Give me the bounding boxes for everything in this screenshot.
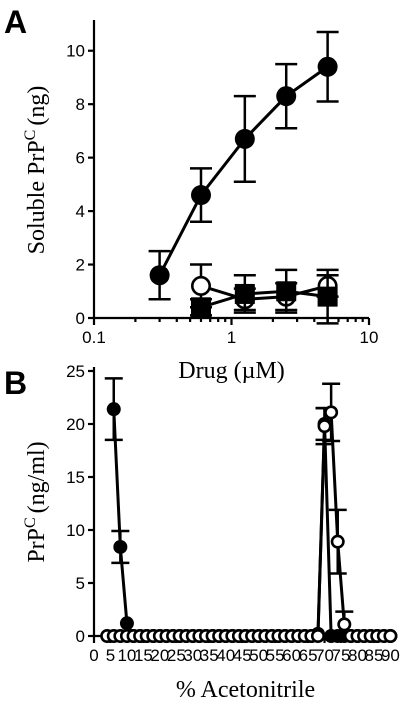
x-tick-label: 15 [134,646,153,665]
x-tick-label: 55 [266,646,285,665]
x-tick-label: 75 [332,646,351,665]
y-axis-label-main: Soluble PrP [24,140,50,254]
x-tick-label: 50 [249,646,268,665]
panel-a-letter: A [4,4,27,40]
x-tick-label: 40 [216,646,235,665]
y-axis-label: PrPC (ng/ml) [22,441,50,562]
y-axis-label: Soluble PrPC (ng) [22,86,50,255]
y-tick-label: 8 [76,95,85,114]
data-point [317,56,338,77]
data-point [106,402,121,417]
x-tick-label: 1 [227,328,236,347]
data-point [317,419,332,434]
x-tick-label: 0.1 [82,328,106,347]
x-tick-label: 25 [167,646,186,665]
series-line [200,284,328,301]
x-tick-label: 60 [282,646,301,665]
data-point [190,297,211,318]
x-tick-label: 65 [299,646,318,665]
y-tick-label: 15 [66,468,85,487]
y-tick-label: 6 [76,149,85,168]
y-tick-label: 0 [76,627,85,646]
y-axis-label-superscript: C [22,130,39,141]
x-tick-label: 70 [315,646,334,665]
x-tick-label: 5 [106,646,115,665]
x-tick-label: 85 [364,646,383,665]
data-point [276,86,297,107]
y-tick-label: 5 [76,574,85,593]
data-point [276,281,297,302]
series-line [107,411,391,638]
y-axis-label-superscript: C [22,517,39,528]
x-axis-label: % Acetonitrile [176,677,315,703]
y-axis-label-unit: (ng/ml) [24,441,50,513]
data-point [310,628,325,643]
series-filled-square [189,268,339,325]
series-filled-circle [148,30,339,301]
y-tick-label: 2 [76,256,85,275]
y-tick-label: 25 [66,362,85,381]
panel-a-chart: 0 2 4 6 8 10 0.1 1 10 Drug (µM) Soluble PrPC (ng) [22,20,378,384]
x-tick-label: 45 [233,646,252,665]
series-filled-circle [104,377,398,643]
data-point [190,185,211,206]
series-line [200,289,328,309]
data-point [149,265,170,286]
series-open-circle [100,382,398,643]
data-point [190,275,211,296]
x-tick-label: 80 [348,646,367,665]
x-tick-label: 0 [89,646,98,665]
x-tick-label: 10 [117,646,136,665]
data-point [337,617,352,632]
x-tick-label: 30 [183,646,202,665]
data-point [324,405,339,420]
y-tick-label: 4 [76,202,85,221]
x-axis-label: Drug (µM) [178,358,284,384]
y-tick-label: 10 [66,521,85,540]
data-point [234,128,255,149]
y-tick-label: 20 [66,415,85,434]
data-point [113,539,128,554]
panel-b-letter: B [4,365,27,401]
y-axis-label-unit: (ng) [24,86,50,126]
x-tick-label: 35 [200,646,219,665]
data-point [330,534,345,549]
data-point [234,283,255,304]
x-tick-label: 20 [150,646,169,665]
data-point [119,616,134,631]
y-tick-label: 10 [66,42,85,61]
x-tick-label: 90 [381,646,400,665]
y-tick-label: 0 [76,309,85,328]
y-axis-label-main: PrP [24,528,50,563]
x-tick-label: 10 [360,328,379,347]
data-point [383,628,398,643]
series-line [112,409,391,638]
data-point [317,286,338,307]
